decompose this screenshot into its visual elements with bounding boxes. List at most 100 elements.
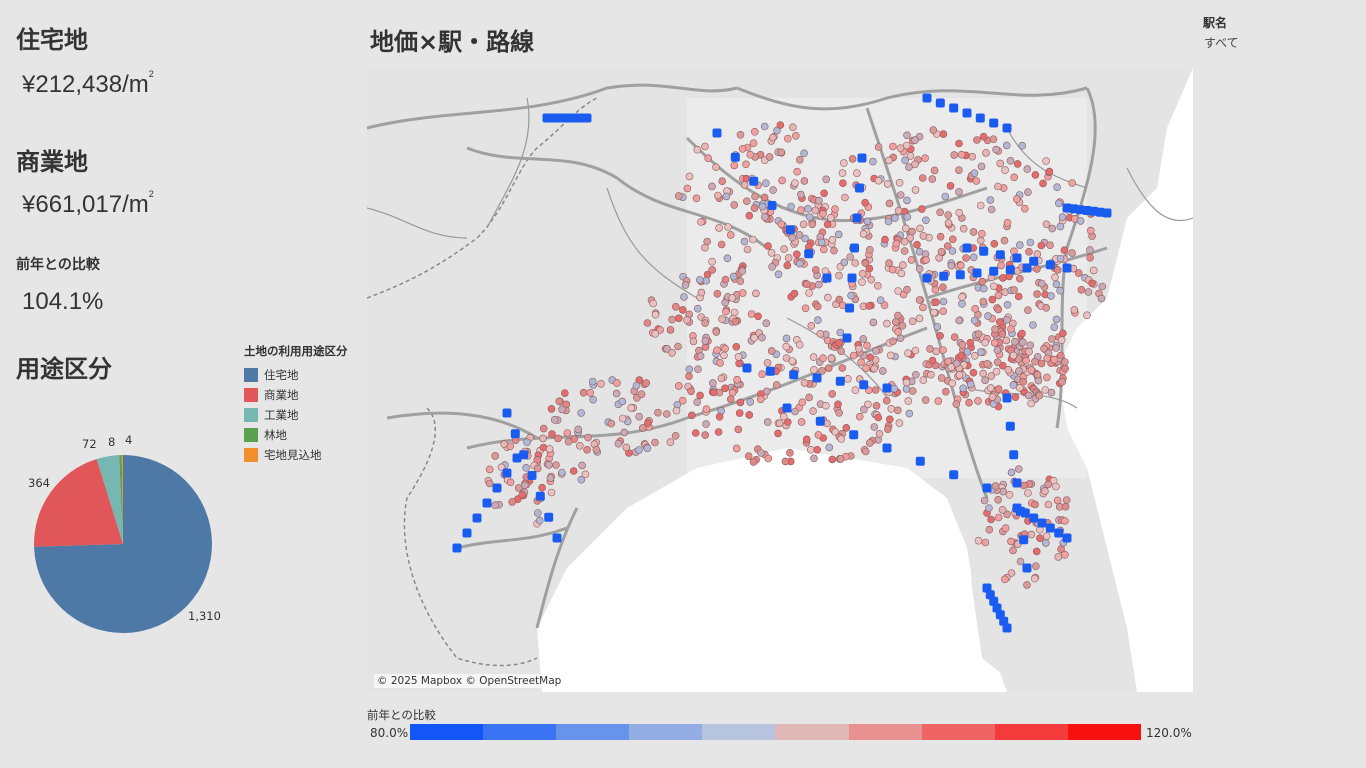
price-point[interactable] xyxy=(1086,226,1095,235)
price-point[interactable] xyxy=(694,365,702,374)
price-point[interactable] xyxy=(894,327,902,336)
price-point[interactable] xyxy=(836,455,845,463)
price-point[interactable] xyxy=(819,245,828,254)
price-point[interactable] xyxy=(834,400,842,409)
price-point[interactable] xyxy=(561,389,569,398)
price-point[interactable] xyxy=(539,424,548,433)
price-point[interactable] xyxy=(895,419,904,427)
price-point[interactable] xyxy=(1048,224,1057,233)
price-point[interactable] xyxy=(758,202,767,211)
price-point[interactable] xyxy=(774,429,782,438)
price-point[interactable] xyxy=(1026,341,1035,350)
price-point[interactable] xyxy=(772,381,781,389)
station-marker[interactable] xyxy=(962,108,972,118)
price-point[interactable] xyxy=(835,338,844,347)
price-point[interactable] xyxy=(635,412,644,421)
price-point[interactable] xyxy=(1010,286,1018,294)
price-point[interactable] xyxy=(927,370,935,379)
price-point[interactable] xyxy=(749,235,757,244)
price-point[interactable] xyxy=(959,384,968,393)
price-point[interactable] xyxy=(674,314,683,323)
price-point[interactable] xyxy=(702,405,711,414)
price-point[interactable] xyxy=(592,445,601,454)
price-point[interactable] xyxy=(668,315,676,324)
price-point[interactable] xyxy=(896,334,905,343)
price-point[interactable] xyxy=(881,235,889,244)
price-point[interactable] xyxy=(802,435,811,444)
station-marker[interactable] xyxy=(1054,528,1064,538)
price-point[interactable] xyxy=(990,339,999,347)
price-point[interactable] xyxy=(733,375,741,384)
price-point[interactable] xyxy=(948,247,957,255)
price-point[interactable] xyxy=(1052,344,1061,352)
price-point[interactable] xyxy=(533,464,542,473)
station-marker[interactable] xyxy=(1020,508,1030,518)
price-point[interactable] xyxy=(851,259,860,267)
price-point[interactable] xyxy=(1052,482,1060,491)
price-point[interactable] xyxy=(763,359,772,367)
price-point[interactable] xyxy=(712,328,721,336)
price-point[interactable] xyxy=(522,463,530,472)
price-point[interactable] xyxy=(782,334,791,343)
price-point[interactable] xyxy=(900,237,909,246)
price-point[interactable] xyxy=(643,319,652,327)
price-point[interactable] xyxy=(834,230,843,239)
price-point[interactable] xyxy=(1050,355,1059,364)
price-point[interactable] xyxy=(958,293,966,301)
price-point[interactable] xyxy=(883,180,892,188)
price-point[interactable] xyxy=(1039,179,1047,188)
station-marker[interactable] xyxy=(962,243,972,253)
price-point[interactable] xyxy=(990,240,999,248)
price-point[interactable] xyxy=(742,197,751,205)
price-point[interactable] xyxy=(1042,157,1050,165)
price-point[interactable] xyxy=(1024,306,1032,314)
price-point[interactable] xyxy=(643,444,652,453)
price-point[interactable] xyxy=(930,308,938,317)
price-point[interactable] xyxy=(701,337,710,345)
price-point[interactable] xyxy=(970,316,979,325)
price-point[interactable] xyxy=(970,351,979,360)
price-point[interactable] xyxy=(811,206,820,215)
price-point[interactable] xyxy=(798,398,807,407)
price-point[interactable] xyxy=(866,353,875,362)
price-point[interactable] xyxy=(1038,279,1046,288)
land-price-map[interactable]: © 2025 Mapbox © OpenStreetMap xyxy=(367,68,1193,692)
price-point[interactable] xyxy=(1058,377,1067,386)
price-point[interactable] xyxy=(1088,279,1096,288)
price-point[interactable] xyxy=(548,430,556,438)
price-point[interactable] xyxy=(809,407,817,415)
price-point[interactable] xyxy=(678,306,687,314)
price-point[interactable] xyxy=(663,344,671,353)
price-point[interactable] xyxy=(730,201,739,209)
price-point[interactable] xyxy=(860,405,868,414)
price-point[interactable] xyxy=(891,214,899,222)
pie-slice[interactable] xyxy=(119,455,123,544)
price-point[interactable] xyxy=(805,393,813,402)
price-point[interactable] xyxy=(872,401,881,410)
price-point[interactable] xyxy=(1014,292,1023,301)
price-point[interactable] xyxy=(793,167,801,176)
price-point[interactable] xyxy=(843,374,852,383)
station-marker[interactable] xyxy=(939,271,949,281)
price-point[interactable] xyxy=(726,395,735,404)
price-point[interactable] xyxy=(1001,166,1009,174)
price-point[interactable] xyxy=(857,358,865,366)
price-point[interactable] xyxy=(1023,165,1032,173)
station-marker[interactable] xyxy=(472,513,482,523)
price-point[interactable] xyxy=(734,352,743,361)
price-point[interactable] xyxy=(550,415,559,424)
price-point[interactable] xyxy=(685,172,694,181)
map-attribution[interactable]: © 2025 Mapbox © OpenStreetMap xyxy=(374,674,565,688)
price-point[interactable] xyxy=(939,307,948,315)
price-point[interactable] xyxy=(1026,238,1035,247)
station-marker[interactable] xyxy=(789,370,799,380)
price-point[interactable] xyxy=(905,409,914,418)
price-point[interactable] xyxy=(980,496,989,505)
price-point[interactable] xyxy=(1076,217,1085,225)
price-point[interactable] xyxy=(982,149,990,157)
price-point[interactable] xyxy=(1015,241,1024,249)
price-point[interactable] xyxy=(1041,539,1050,547)
price-point[interactable] xyxy=(1061,502,1070,511)
price-point[interactable] xyxy=(576,441,584,450)
price-point[interactable] xyxy=(721,344,729,353)
